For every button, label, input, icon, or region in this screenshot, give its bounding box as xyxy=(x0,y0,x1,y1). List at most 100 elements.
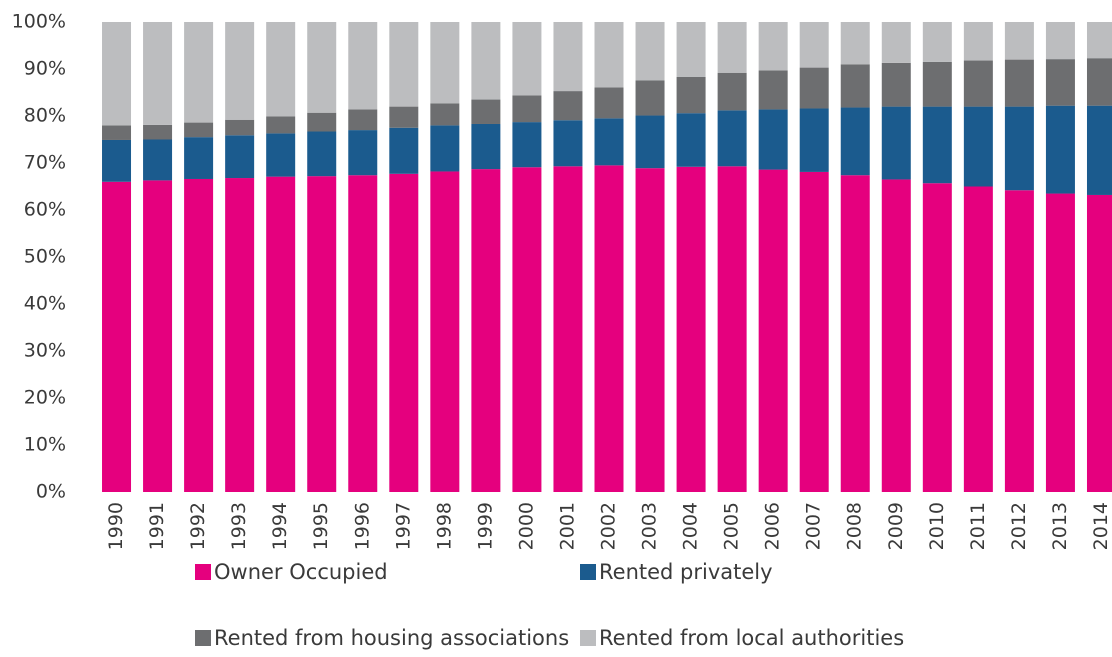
bar-segment xyxy=(799,67,829,109)
bar-segment xyxy=(389,106,419,128)
bar-segment xyxy=(1045,105,1075,194)
bar-segment xyxy=(594,22,624,88)
y-tick-label: 60% xyxy=(24,199,66,221)
bar-segment xyxy=(1004,22,1034,60)
bar-segment xyxy=(676,22,706,77)
bar-segment xyxy=(1086,194,1112,492)
bar-segment xyxy=(102,22,132,126)
bar-segment xyxy=(512,22,542,96)
bar-segment xyxy=(840,64,870,108)
bar-segment xyxy=(881,62,911,107)
bar-segment xyxy=(307,22,337,113)
x-tick-label: 1997 xyxy=(392,502,414,550)
x-tick-label: 2013 xyxy=(1049,502,1071,550)
legend-label: Owner Occupied xyxy=(214,560,388,584)
x-tick-label: 2009 xyxy=(885,502,907,550)
bar-segment xyxy=(1045,193,1075,493)
y-tick-label: 100% xyxy=(12,11,66,33)
bar-segment xyxy=(471,99,501,124)
bar-segment xyxy=(840,22,870,65)
bar-segment xyxy=(389,22,419,107)
bar-segment xyxy=(676,166,706,492)
y-tick-label: 0% xyxy=(36,481,66,503)
bar-segment xyxy=(758,109,788,170)
legend-swatch xyxy=(580,630,596,646)
bar-segment xyxy=(307,112,337,132)
bar-segment xyxy=(553,120,583,167)
bar-segment xyxy=(512,167,542,493)
x-tick-label: 2001 xyxy=(556,502,578,550)
bar-segment xyxy=(758,22,788,71)
x-tick-label: 1996 xyxy=(351,502,373,550)
bar-segment xyxy=(758,70,788,110)
legend-label: Rented from local authorities xyxy=(599,626,904,650)
legend-swatch xyxy=(580,564,596,580)
y-tick-label: 70% xyxy=(24,152,66,174)
bar-segment xyxy=(881,106,911,180)
bar-segment xyxy=(307,131,337,177)
bar-segment xyxy=(307,176,337,492)
bar-segment xyxy=(225,22,255,120)
bar-segment xyxy=(1004,59,1034,107)
x-tick-label: 2014 xyxy=(1090,502,1112,550)
bar-segment xyxy=(717,166,747,493)
bar-segment xyxy=(1004,106,1034,191)
x-tick-label: 2003 xyxy=(639,502,661,550)
x-tick-label: 1998 xyxy=(433,502,455,550)
bar-segment xyxy=(348,130,378,176)
bar-segment xyxy=(963,186,993,492)
x-tick-label: 2007 xyxy=(803,502,825,550)
bar-segment xyxy=(717,72,747,111)
bar-segment xyxy=(963,22,993,61)
x-tick-label: 1992 xyxy=(187,502,209,550)
bar-segment xyxy=(266,176,296,492)
x-tick-label: 2000 xyxy=(515,502,537,550)
y-tick-label: 30% xyxy=(24,340,66,362)
x-tick-label: 1994 xyxy=(269,502,291,550)
bar-segment xyxy=(184,137,214,179)
bar-segment xyxy=(430,22,460,104)
y-tick-label: 80% xyxy=(24,105,66,127)
bar-segment xyxy=(102,125,132,140)
x-tick-label: 2006 xyxy=(762,502,784,550)
bar-segment xyxy=(225,178,255,493)
bar-segment xyxy=(102,181,132,493)
bar-segment xyxy=(594,165,624,492)
bar-segment xyxy=(430,125,460,172)
bar-segment xyxy=(430,103,460,126)
bar-segment xyxy=(143,180,173,492)
bar-segment xyxy=(922,61,952,107)
bar-segment xyxy=(963,106,993,187)
x-tick-label: 1991 xyxy=(146,502,168,550)
y-tick-label: 10% xyxy=(24,434,66,456)
bar-segment xyxy=(553,166,583,493)
bar-segment xyxy=(676,113,706,167)
bar-segment xyxy=(102,139,132,182)
bar-segment xyxy=(799,171,829,492)
bar-segment xyxy=(266,22,296,117)
bar-segment xyxy=(1045,22,1075,60)
bar-segment xyxy=(840,175,870,492)
bar-segment xyxy=(389,173,419,492)
bar-segment xyxy=(348,109,378,131)
x-tick-label: 1995 xyxy=(310,502,332,550)
bar-segment xyxy=(512,122,542,168)
legend-label: Rented from housing associations xyxy=(214,626,569,650)
bar-segment xyxy=(635,168,665,493)
bar-segment xyxy=(594,87,624,119)
bar-segment xyxy=(676,76,706,114)
legend-swatch xyxy=(195,630,211,646)
bar-segment xyxy=(799,22,829,68)
bar-segment xyxy=(471,22,501,100)
bar-segment xyxy=(1086,105,1112,195)
bar-segment xyxy=(266,133,296,177)
y-tick-label: 40% xyxy=(24,293,66,315)
x-tick-label: 1990 xyxy=(105,502,127,550)
bar-segment xyxy=(717,110,747,167)
bar-segment xyxy=(594,118,624,166)
x-tick-label: 1993 xyxy=(228,502,250,550)
bar-segment xyxy=(1086,22,1112,59)
bar-segment xyxy=(225,119,255,136)
x-tick-label: 2004 xyxy=(680,502,702,550)
